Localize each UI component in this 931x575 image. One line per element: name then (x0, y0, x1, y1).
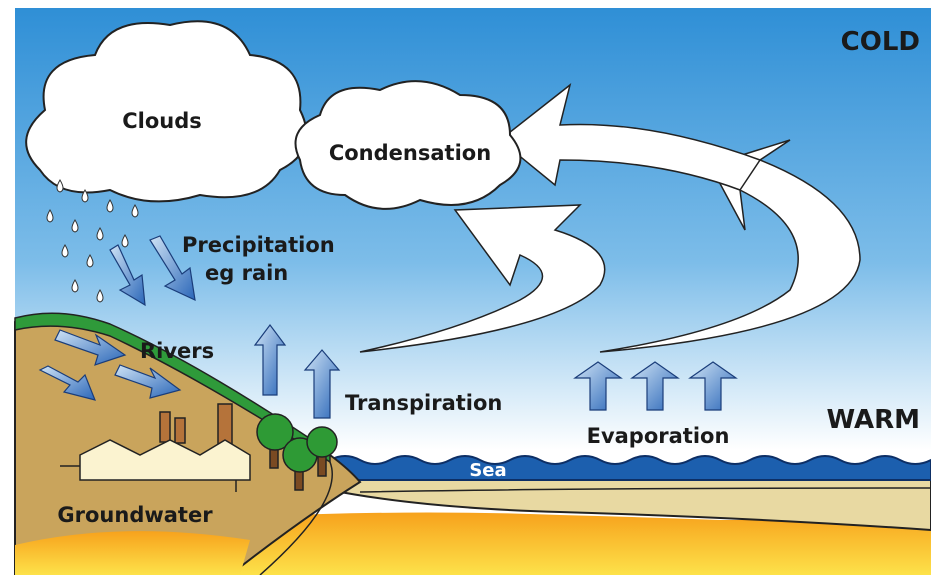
rivers-label: Rivers (140, 339, 214, 363)
clouds (25, 20, 522, 210)
fault-line (259, 461, 333, 575)
condensation-label: Condensation (329, 141, 491, 165)
groundwater-label: Groundwater (57, 503, 213, 527)
cold-label: COLD (841, 27, 920, 57)
evaporation-label: Evaporation (587, 424, 730, 448)
raindrops (46, 179, 139, 303)
trees (256, 413, 338, 491)
flow-arrows (38, 235, 738, 419)
transpiration-label: Transpiration (345, 391, 502, 415)
layer-line (359, 487, 931, 493)
deep-under-hill (15, 531, 250, 575)
warm-label: WARM (826, 405, 920, 435)
sediment-layer (329, 477, 931, 532)
sea (329, 455, 931, 481)
precipitation-label: eg rain (205, 261, 288, 285)
air-flow-arrows (359, 83, 861, 353)
factory (60, 403, 251, 492)
clouds-label: Clouds (122, 109, 202, 133)
precipitation-label: Precipitation (182, 233, 335, 257)
sea-label: Sea (469, 460, 506, 481)
